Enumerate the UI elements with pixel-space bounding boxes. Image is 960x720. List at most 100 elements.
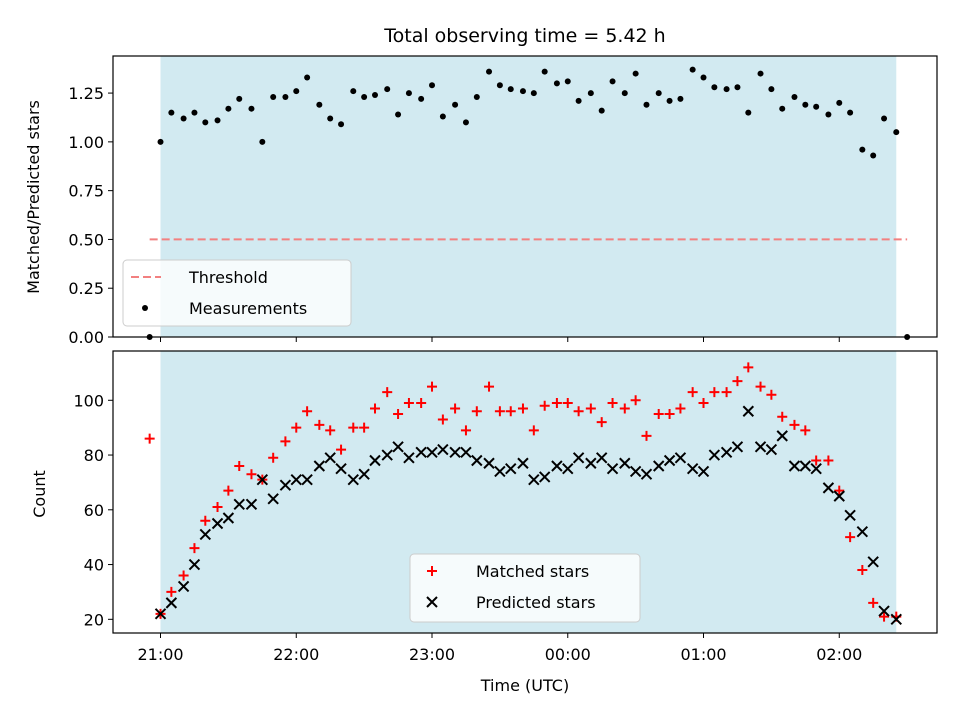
matched-point (234, 460, 245, 471)
matched-point (302, 406, 313, 417)
measurement-point (168, 109, 175, 116)
measurement-point (259, 138, 266, 145)
measurement-point (157, 138, 164, 145)
predicted-point (686, 463, 699, 475)
predicted-point (619, 457, 631, 469)
chart-title: Total observing time = 5.42 h (383, 25, 665, 47)
matched-point (528, 425, 539, 436)
matched-point (471, 406, 482, 417)
x-tick-label: 01:00 (680, 645, 726, 664)
measurement-point (361, 93, 368, 100)
y-tick-label: 0.75 (68, 182, 104, 201)
measurement-point (293, 88, 300, 95)
measurement-point (248, 105, 255, 112)
matched-point (336, 444, 347, 455)
predicted-point (595, 452, 608, 464)
measurement-point (711, 84, 718, 91)
predicted-point (629, 465, 642, 478)
measurement-point (270, 93, 277, 100)
predicted-point (799, 460, 812, 472)
predicted-point (697, 465, 710, 478)
matched-point (789, 419, 800, 430)
matched-point (868, 597, 879, 608)
matched-point (416, 398, 427, 409)
matched-point (800, 425, 811, 436)
measurement-point (316, 101, 323, 108)
matched-point (641, 430, 652, 441)
matched-point (698, 398, 709, 409)
measurement-point (507, 86, 514, 93)
bottom-y-axis-label: Count (30, 470, 49, 518)
matched-point (212, 502, 223, 513)
predicted-point (653, 460, 665, 472)
predicted-point (844, 509, 856, 521)
measurement-point (519, 88, 526, 95)
measurement-point (202, 119, 209, 126)
predicted-point (177, 580, 190, 593)
predicted-point (437, 443, 449, 456)
predicted-point (460, 446, 472, 459)
measurement-point (429, 82, 436, 89)
predicted-point (765, 443, 778, 456)
predicted-point (165, 597, 178, 609)
predicted-point (449, 446, 461, 459)
x-tick-label: 22:00 (273, 645, 319, 664)
matched-point (675, 403, 686, 414)
predicted-point (256, 473, 269, 486)
predicted-point (720, 446, 733, 459)
predicted-point (358, 468, 370, 480)
predicted-point (188, 558, 201, 571)
measurement-point (700, 74, 707, 81)
matched-point (178, 570, 189, 581)
matched-point (834, 485, 845, 496)
predicted-point (471, 454, 483, 467)
y-tick-label: 60 (84, 501, 104, 520)
predicted-point (222, 512, 235, 524)
matched-point (811, 455, 822, 466)
matched-point (619, 403, 630, 414)
predicted-point (856, 525, 869, 538)
measurement-point (666, 97, 673, 104)
measurement-point (598, 107, 605, 114)
measurement-point (632, 70, 639, 77)
measurement-point (236, 95, 243, 102)
predicted-point (335, 463, 347, 475)
y-tick-label: 80 (84, 446, 104, 465)
predicted-point (822, 482, 835, 494)
predicted-point (708, 449, 721, 461)
predicted-point (324, 452, 336, 464)
measurement-point (859, 146, 866, 153)
measurement-point (180, 115, 187, 122)
matched-point (369, 403, 380, 414)
measurement-point (677, 95, 684, 102)
predicted-point (301, 473, 313, 486)
measurement-point (384, 86, 391, 93)
matched-point (732, 376, 743, 387)
matched-point (484, 381, 495, 392)
predicted-point (878, 605, 890, 617)
predicted-point (494, 465, 506, 478)
predicted-point (415, 446, 427, 459)
measurement-point (564, 78, 571, 85)
matched-point (596, 417, 607, 428)
legend-measurement-swatch (142, 305, 148, 311)
measurement-point (802, 101, 809, 108)
measurement-point (439, 113, 446, 120)
predicted-point (290, 473, 302, 486)
measurement-point (643, 101, 650, 108)
predicted-point (890, 613, 902, 626)
measurement-point (452, 101, 459, 108)
measurement-point (462, 119, 469, 126)
measurement-point (587, 90, 594, 97)
legend-box (122, 259, 352, 327)
y-tick-label: 0.25 (68, 279, 104, 298)
measurement-point (191, 109, 198, 116)
matched-point (359, 422, 370, 433)
legend-top: Threshold Measurements (122, 259, 352, 327)
predicted-point (369, 454, 381, 467)
measurement-point (553, 80, 560, 87)
predicted-point (572, 452, 585, 464)
legend-box (409, 553, 641, 623)
matched-point (879, 611, 890, 622)
axes-frame (112, 55, 938, 338)
